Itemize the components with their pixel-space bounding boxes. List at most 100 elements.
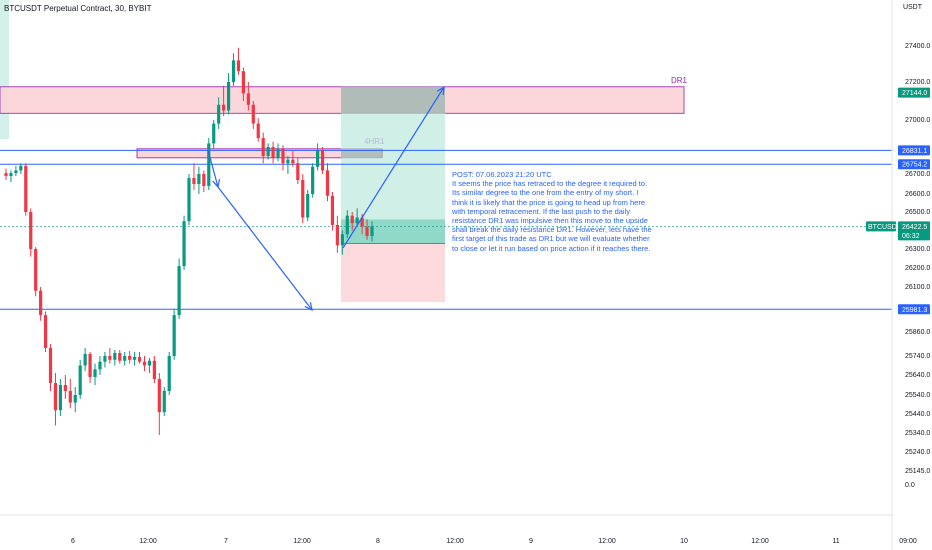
price-tag-bg: [898, 230, 930, 241]
candle: [147, 357, 152, 374]
candle-body: [103, 356, 107, 362]
analysis-note: POST: 07.06.2023 21:20 UTC It seems the …: [452, 170, 654, 253]
candle: [43, 311, 48, 352]
candle-body: [39, 290, 43, 316]
candle: [88, 352, 92, 383]
candle: [296, 157, 300, 184]
y-tick-label: 27200.0: [905, 79, 930, 86]
candle-body: [222, 104, 226, 111]
price-tag-bg: [898, 304, 930, 315]
candle-body: [78, 365, 82, 395]
candle-body: [350, 215, 354, 224]
candle-body: [43, 315, 48, 348]
candle: [142, 356, 147, 372]
candle: [29, 208, 33, 257]
candle: [286, 156, 290, 174]
candle: [68, 379, 72, 409]
candle: [370, 221, 374, 242]
candle: [212, 120, 216, 149]
price-tag: 06:32: [898, 230, 930, 241]
candle-body: [192, 178, 196, 184]
candle: [58, 379, 63, 416]
candle-body: [98, 361, 102, 370]
candle: [78, 359, 82, 399]
price-tag: BTCUSDT.P: [866, 221, 907, 232]
y-tick-label: 26100.0: [905, 284, 930, 291]
candle-body: [266, 147, 270, 156]
candle-body: [315, 150, 320, 167]
candle: [39, 287, 43, 321]
candle-body: [132, 356, 137, 360]
y-tick-label: 25540.0: [905, 392, 930, 399]
x-tick-label: 12:00: [598, 538, 616, 545]
candle-body: [296, 163, 300, 180]
position-4hr1-overlap: [341, 148, 383, 158]
candle-body: [187, 178, 191, 222]
x-tick-label: 11: [832, 538, 839, 545]
candle-body: [152, 360, 156, 379]
candle-body: [231, 60, 236, 82]
price-tag-text: 25981.3: [902, 307, 927, 314]
symbol-tag-text: BTCUSDT.P: [868, 224, 907, 231]
price-tag: 26422.5: [898, 221, 930, 232]
arrow-target-head: [436, 85, 445, 96]
candle-body: [73, 395, 77, 403]
candle-body: [147, 360, 152, 366]
candle-body: [34, 249, 38, 291]
candle-body: [19, 165, 23, 171]
candle-body: [256, 123, 260, 138]
price-tag-bg: [898, 159, 930, 170]
price-tag: 27144.0: [898, 87, 930, 98]
candle-body: [63, 385, 67, 391]
arrow-drop-1-shaft: [207, 149, 219, 188]
candle: [53, 373, 58, 426]
y-tick-label: 26500.0: [905, 209, 930, 216]
candle: [98, 356, 102, 375]
candle-body: [320, 150, 325, 171]
candle-body: [311, 166, 315, 194]
candle-body: [226, 82, 231, 111]
candle: [73, 387, 77, 413]
candle: [246, 82, 250, 111]
candle: [9, 170, 13, 182]
arrow-drop-2-shaft: [217, 186, 313, 311]
candle: [137, 352, 142, 364]
price-tag: 26754.2: [898, 159, 930, 170]
price-tag: 26831.1: [898, 145, 930, 156]
candle-body: [24, 165, 28, 212]
candle-body: [281, 148, 285, 164]
y-tick-label: 26200.0: [905, 265, 930, 272]
candle-body: [207, 143, 211, 186]
candle: [14, 165, 18, 176]
candle: [48, 344, 53, 391]
candle-body: [29, 212, 33, 249]
candle-body: [261, 138, 265, 156]
candle: [103, 352, 107, 368]
y-tick-label: 27000.0: [905, 117, 930, 124]
note-heading: POST: 07.06.2023 21:20 UTC: [452, 170, 552, 179]
candle-body: [345, 215, 349, 235]
candle-body: [167, 356, 171, 391]
y-tick-label: 25340.0: [905, 430, 930, 437]
candle-body: [88, 354, 92, 377]
prior-position-zone: [0, 0, 9, 139]
candle-body: [335, 224, 339, 246]
candle: [34, 247, 38, 297]
candle: [222, 85, 226, 117]
arrow-target: [342, 85, 445, 249]
price-tag-bg: [898, 221, 930, 232]
y-tick-label: 25740.0: [905, 353, 930, 360]
levels-layer: [0, 149, 892, 310]
candle-body: [360, 217, 364, 227]
candle: [197, 166, 201, 194]
candle-body: [48, 348, 53, 383]
candle: [83, 348, 87, 372]
candle: [340, 230, 344, 255]
candle: [207, 138, 211, 190]
candle-body: [157, 379, 161, 413]
candle: [291, 150, 295, 167]
drawings-layer: [207, 85, 445, 312]
candle-body: [212, 123, 216, 144]
candle: [4, 168, 8, 180]
